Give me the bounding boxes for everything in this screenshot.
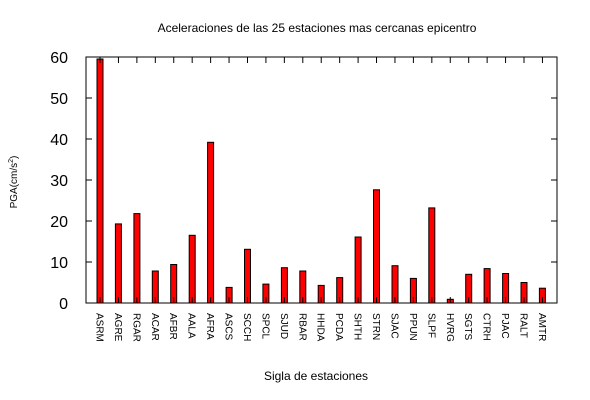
x-ticks: ASRM AGRE RGAR ACAR AFBR AALA AFRA ASCS SCCH SPCL…	[94, 57, 547, 342]
y-tick-label: 30	[50, 173, 68, 190]
x-tick-label: SGTS	[462, 313, 473, 341]
y-tick-label: 50	[50, 91, 68, 108]
x-tick-label: CTRH	[481, 313, 492, 341]
x-tick-label: SJAC	[389, 313, 400, 339]
x-tick-label: AMTR	[536, 313, 547, 341]
bar-agre	[114, 223, 122, 304]
y-ticks: 0 10 20 30 40 50 60	[50, 50, 557, 313]
x-tick-label: PJAC	[499, 313, 510, 339]
y-tick-label: 20	[50, 214, 68, 231]
x-tick-label: RBAR	[296, 313, 307, 341]
x-tick-label: ACAR	[149, 313, 160, 341]
x-tick-label: SJUD	[278, 313, 289, 339]
bar-shth	[354, 236, 362, 304]
x-tick-label: RGAR	[130, 313, 141, 342]
x-axis-title: Sigla de estaciones	[264, 369, 368, 383]
bar-rgar	[133, 213, 141, 304]
x-tick-label: HVRG	[444, 313, 455, 342]
x-tick-label: ASCS	[223, 313, 234, 341]
y-tick-label: 10	[50, 255, 68, 272]
x-tick-label: RALT	[518, 313, 529, 338]
bars	[96, 58, 546, 304]
x-tick-label: ASRM	[94, 313, 105, 342]
x-tick-label: SCCH	[241, 313, 252, 341]
bar-slpf	[428, 207, 436, 304]
y-tick-label: 0	[59, 296, 68, 313]
x-tick-label: SHTH	[352, 313, 363, 340]
bar-aala	[188, 234, 196, 304]
x-tick-label: AFBR	[167, 313, 178, 340]
y-tick-label: 40	[50, 132, 68, 149]
x-tick-label: PPUN	[407, 313, 418, 341]
bar-scch	[244, 248, 251, 304]
bar-asrm	[96, 58, 104, 304]
x-tick-label: PCDA	[333, 313, 344, 341]
chart-title: Aceleraciones de las 25 estaciones mas c…	[158, 21, 477, 35]
y-tick-label: 60	[50, 50, 68, 67]
y-axis-title: PGA(cm/s2)	[8, 156, 20, 209]
x-tick-label: AALA	[186, 313, 197, 339]
x-tick-label: AFRA	[204, 313, 215, 340]
bar-afra	[207, 141, 215, 304]
x-tick-label: STRN	[370, 313, 381, 340]
x-tick-label: HHDA	[315, 313, 326, 342]
plot-frame	[85, 56, 558, 304]
bar-strn	[373, 189, 380, 304]
x-tick-label: SLPF	[425, 313, 436, 338]
x-tick-label: SPCL	[259, 313, 270, 340]
x-tick-label: AGRE	[112, 313, 123, 342]
